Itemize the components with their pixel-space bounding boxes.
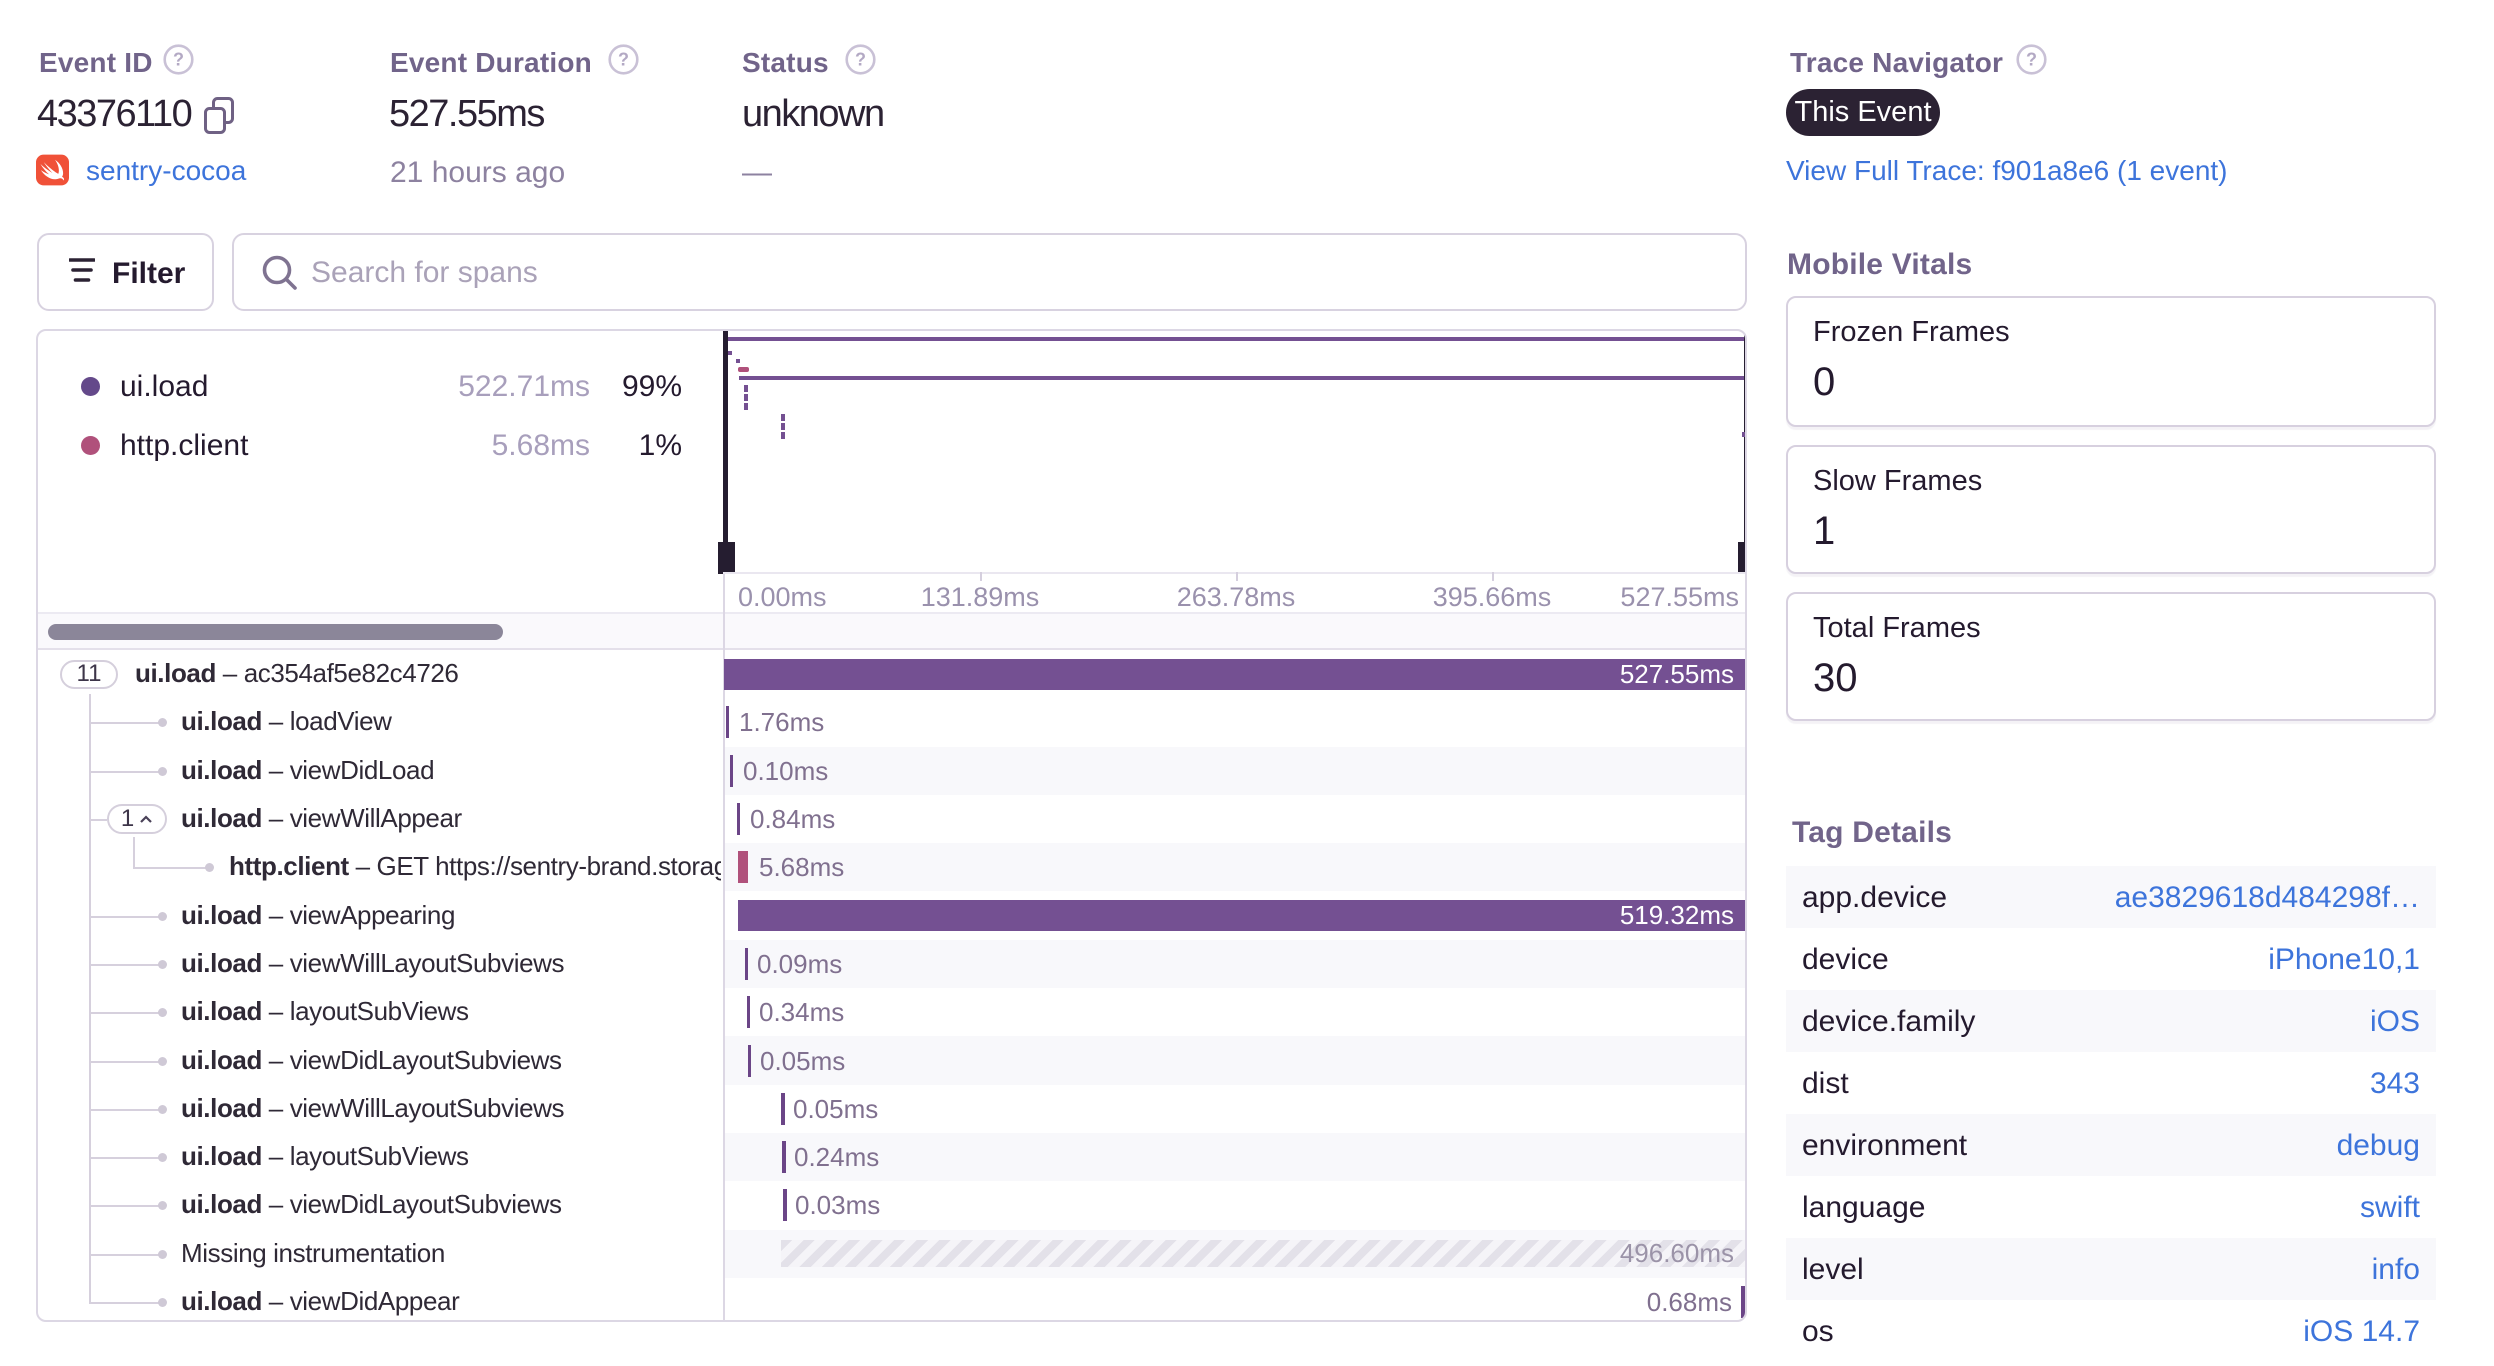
svg-text:?: ? xyxy=(618,50,629,70)
svg-text:?: ? xyxy=(2026,50,2037,70)
svg-text:?: ? xyxy=(855,50,866,70)
svg-text:?: ? xyxy=(173,50,184,70)
